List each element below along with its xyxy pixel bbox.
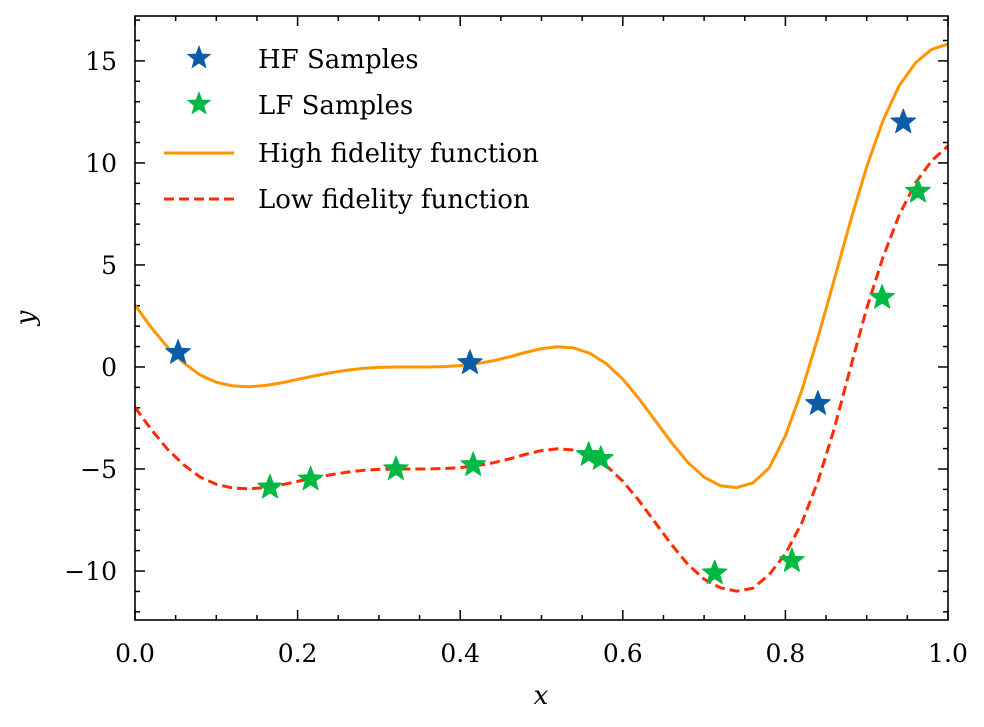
tick-labels: 0.0 0.2 0.4 0.6 0.8 1.0 −10 −5 0 5 10 15 xyxy=(64,47,968,668)
data-point-lf-samples xyxy=(588,445,614,470)
data-point-hf-samples xyxy=(165,339,191,364)
data-point-hf-samples xyxy=(805,390,831,415)
y-tick-label: 0 xyxy=(101,353,117,382)
x-tick-label: 0.4 xyxy=(440,639,480,668)
data-point-hf-samples xyxy=(457,349,483,374)
x-tick-label: 0.0 xyxy=(115,639,155,668)
data-point-lf-samples xyxy=(905,178,931,203)
data-point-lf-samples xyxy=(575,441,602,466)
legend-label-lf-samples: LF Samples xyxy=(258,91,413,121)
legend: HF Samples LF Samples High fidelity func… xyxy=(164,45,539,215)
x-tick-label: 0.6 xyxy=(603,639,643,668)
axis-ticks xyxy=(134,16,949,620)
x-axis-label: x xyxy=(534,681,549,711)
plot-area xyxy=(135,42,948,593)
legend-item-lf-samples: LF Samples xyxy=(186,91,413,121)
data-point-lf-samples xyxy=(460,451,487,476)
legend-label-high-fidelity: High fidelity function xyxy=(258,139,539,169)
y-tick-label: 15 xyxy=(85,47,117,76)
data-point-lf-samples xyxy=(383,455,409,480)
legend-label-hf-samples: HF Samples xyxy=(258,45,419,75)
legend-marker-lf-samples xyxy=(186,91,212,115)
x-tick-label: 0.8 xyxy=(766,639,806,668)
data-point-lf-samples xyxy=(297,465,324,491)
x-tick-label: 1.0 xyxy=(928,639,968,668)
data-point-lf-samples xyxy=(869,284,895,309)
y-axis-label: y xyxy=(11,310,41,326)
series-line-high-fidelity-function xyxy=(135,42,948,490)
data-point-lf-samples xyxy=(257,473,283,499)
legend-item-low-fidelity: Low fidelity function xyxy=(164,185,530,215)
y-tick-label: 10 xyxy=(85,149,117,178)
y-tick-label: 5 xyxy=(101,251,117,280)
legend-marker-hf-samples xyxy=(186,45,212,69)
y-tick-label: −10 xyxy=(64,557,117,586)
legend-item-hf-samples: HF Samples xyxy=(186,45,419,75)
legend-label-low-fidelity: Low fidelity function xyxy=(258,185,530,215)
data-point-hf-samples xyxy=(890,108,917,134)
plot-frame xyxy=(134,15,949,621)
legend-item-high-fidelity: High fidelity function xyxy=(164,139,539,169)
data-point-lf-samples xyxy=(779,547,805,572)
y-tick-label: −5 xyxy=(80,455,117,484)
x-tick-label: 0.2 xyxy=(278,639,318,668)
series-line-low-fidelity-function xyxy=(135,144,948,593)
data-point-lf-samples xyxy=(701,559,728,585)
